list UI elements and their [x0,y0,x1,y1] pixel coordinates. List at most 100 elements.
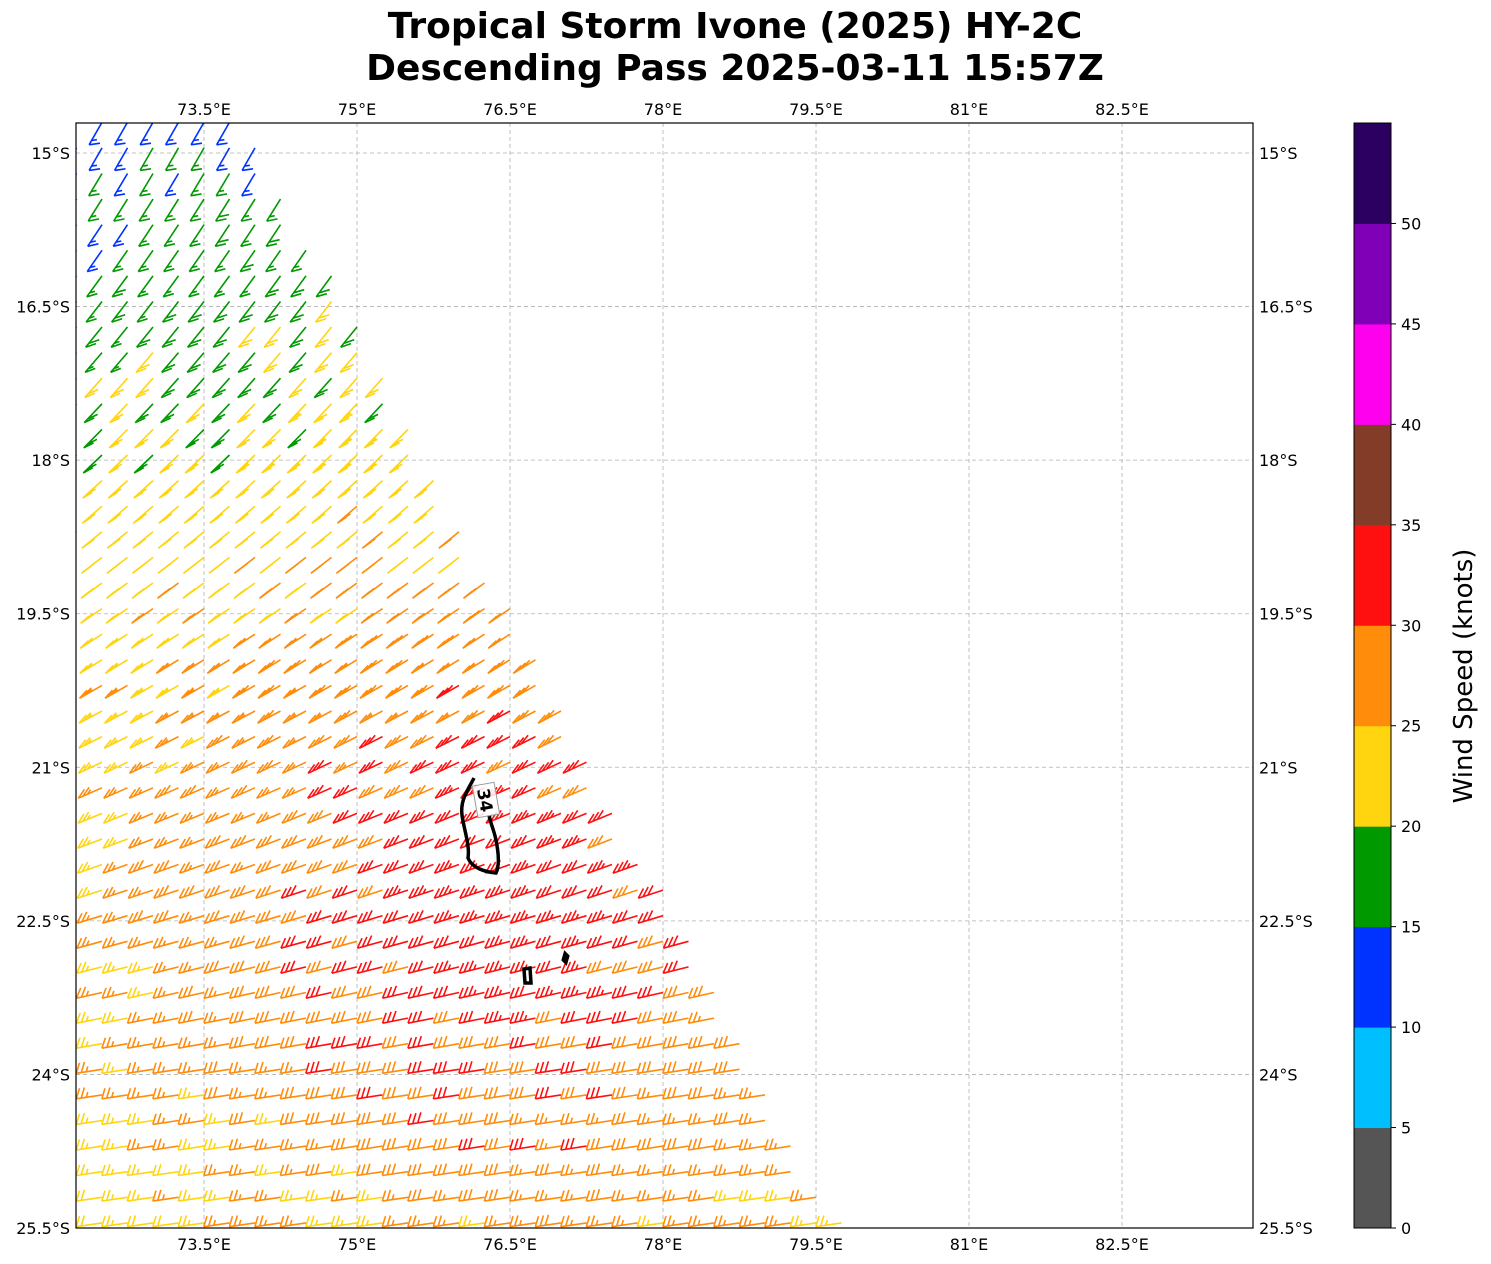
wind-barb [213,275,231,298]
wind-barb [127,910,154,924]
wind-barb [330,1035,358,1049]
wind-barb [76,1119,77,1122]
wind-barb [105,633,128,649]
wind-barb [381,1137,409,1151]
wind-barb [215,147,231,172]
wind-barb [101,1112,128,1126]
wind-barb [76,940,77,943]
wind-barb [509,935,536,949]
wind-barb [152,986,179,999]
wind-barb [434,759,460,775]
wind-barb [238,301,256,323]
wind-barb [76,1138,103,1151]
wind-barb [126,1011,154,1024]
colorbar-tick-label: 40 [1401,415,1421,434]
wind-barb [409,784,434,800]
wind-barb [536,809,562,825]
wind-barb [160,377,180,399]
wind-barb [407,935,434,949]
wind-barb [287,428,307,449]
wind-barb [76,1094,77,1096]
wind-barb [76,198,78,202]
colorbar-bin [1354,1027,1391,1129]
wind-barb [257,684,281,699]
wind-barb [357,809,383,825]
lon-tick-label-bottom: 78°E [644,1235,682,1254]
wind-barb [133,454,154,474]
wind-barb [687,1011,715,1024]
wind-barb [330,1189,358,1202]
wind-barb [82,454,103,474]
wind-barb [738,1189,766,1202]
wind-barb [179,761,205,775]
wind-barb [76,961,103,974]
wind-barb [265,224,282,248]
wind-barb [436,633,460,649]
wind-barb [509,1164,536,1177]
wind-barb [356,985,383,999]
wind-barb [687,1164,715,1177]
wind-barb [305,1086,332,1100]
wind-barb [511,784,536,800]
wind-barb [79,633,103,649]
wind-barb [203,1086,230,1100]
wind-barb [281,761,307,775]
wind-barb [356,935,383,949]
wind-barb [280,885,307,899]
wind-barb [76,1215,103,1228]
wind-barb [78,735,103,750]
lat-tick-label-left: 16.5°S [16,298,70,317]
wind-barb [534,1086,562,1100]
wind-barb [152,1011,179,1024]
wind-barb [535,935,562,949]
wind-barb [687,1061,715,1075]
wind-barb [107,505,129,524]
wind-barb [382,885,409,899]
wind-barb [381,1189,409,1202]
wind-barb [331,960,358,974]
wind-barb [713,1138,740,1151]
wind-barb [509,1035,536,1049]
wind-barb [134,403,154,424]
wind-barb [76,1196,77,1199]
gridlines [76,123,1253,1229]
wind-barb [76,659,77,662]
colorbar-bin [1354,725,1391,827]
wind-barb [438,531,460,549]
wind-barb [460,709,485,725]
wind-barb [84,326,103,349]
wind-barb [460,759,485,775]
wind-barb [408,809,434,825]
wind-barb [339,326,358,349]
wind-barb [789,1215,817,1228]
wind-barb [179,811,205,825]
wind-barb [76,863,77,866]
wind-barb [510,885,536,899]
wind-barb [458,910,485,924]
wind-barb [111,275,129,298]
wind-barb [713,1087,740,1100]
wind-barb [383,784,409,800]
wind-barb [434,809,460,825]
wind-barb [435,684,460,699]
wind-barb [364,377,384,399]
wind-barb [76,886,103,899]
wind-barb [127,859,154,874]
wind-barbs [76,123,842,1228]
wind-barb [687,1215,715,1228]
lon-tick-label-top: 75°E [338,100,376,119]
wind-barb [612,885,638,899]
wind-barb [205,761,230,775]
wind-barb [113,173,129,197]
wind-barb [311,505,333,524]
wind-barb [386,556,409,574]
wind-barb [458,1061,485,1075]
lat-tick-label-right: 18°S [1259,451,1298,470]
wind-barb [228,1189,256,1202]
wind-barb [127,886,154,899]
wind-barb [331,910,358,924]
plot-frame [75,122,1254,1229]
wind-barb [560,1010,587,1024]
wind-barb [509,910,536,924]
wind-barb [407,985,434,999]
